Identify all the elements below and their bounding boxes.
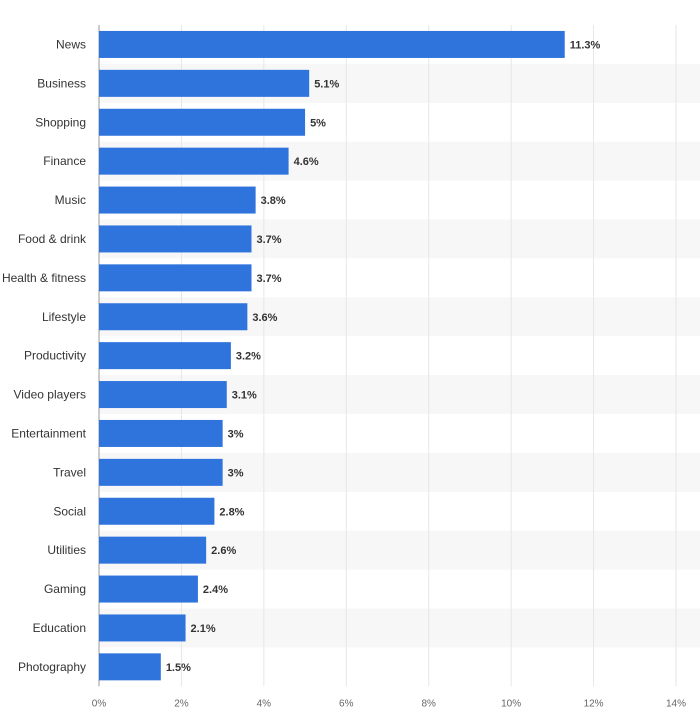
category-label: Gaming xyxy=(44,582,86,596)
value-label: 5.1% xyxy=(314,78,339,90)
category-label: Shopping xyxy=(35,115,86,129)
x-tick-label: 12% xyxy=(584,698,604,709)
value-label: 3% xyxy=(228,428,244,440)
bar xyxy=(99,419,223,447)
category-label: Entertainment xyxy=(11,426,86,440)
x-tick-label: 0% xyxy=(92,698,107,709)
value-label: 2.1% xyxy=(191,623,216,635)
row-band xyxy=(99,608,700,648)
value-label: 3.6% xyxy=(252,312,277,324)
bar xyxy=(99,186,256,214)
x-tick-label: 10% xyxy=(501,698,521,709)
bar xyxy=(99,381,227,409)
value-label: 2.6% xyxy=(211,545,236,557)
x-tick-label: 6% xyxy=(339,698,354,709)
category-label: Travel xyxy=(53,465,86,479)
category-label: Photography xyxy=(18,660,86,674)
category-label: Education xyxy=(33,621,86,635)
category-label: Lifestyle xyxy=(42,310,86,324)
bar xyxy=(99,614,186,642)
value-label: 3.1% xyxy=(232,390,257,402)
x-tick-label: 4% xyxy=(257,698,272,709)
bar xyxy=(99,225,252,253)
category-label: Utilities xyxy=(47,543,86,557)
value-label: 2.8% xyxy=(219,506,244,518)
bar xyxy=(99,458,223,486)
bar xyxy=(99,69,310,97)
category-label: Business xyxy=(37,76,86,90)
category-label: Social xyxy=(53,504,86,518)
value-label: 3.2% xyxy=(236,351,261,363)
category-label: Health & fitness xyxy=(2,271,86,285)
category-label: Video players xyxy=(14,388,87,402)
bar xyxy=(99,536,207,564)
bar xyxy=(99,108,306,136)
bar xyxy=(99,264,252,292)
bar xyxy=(99,497,215,525)
value-label: 11.3% xyxy=(570,39,601,51)
x-tick-label: 8% xyxy=(421,698,436,709)
bar xyxy=(99,30,565,58)
bar xyxy=(99,575,198,603)
bar xyxy=(99,342,231,370)
value-label: 4.6% xyxy=(294,156,319,168)
value-label: 3.8% xyxy=(261,195,286,207)
value-label: 2.4% xyxy=(203,584,228,596)
value-label: 3.7% xyxy=(256,273,281,285)
value-label: 3.7% xyxy=(256,234,281,246)
x-tick-label: 2% xyxy=(174,698,189,709)
value-label: 3% xyxy=(228,467,244,479)
value-label: 5% xyxy=(310,117,326,129)
category-label: Productivity xyxy=(24,349,86,363)
x-tick-label: 14% xyxy=(666,698,686,709)
value-label: 1.5% xyxy=(166,662,191,674)
category-label: Food & drink xyxy=(18,232,87,246)
category-label: Music xyxy=(55,193,86,207)
bar xyxy=(99,653,161,681)
category-label: News xyxy=(56,37,86,51)
bar xyxy=(99,303,248,331)
category-label: Finance xyxy=(43,154,86,168)
bar xyxy=(99,147,289,175)
